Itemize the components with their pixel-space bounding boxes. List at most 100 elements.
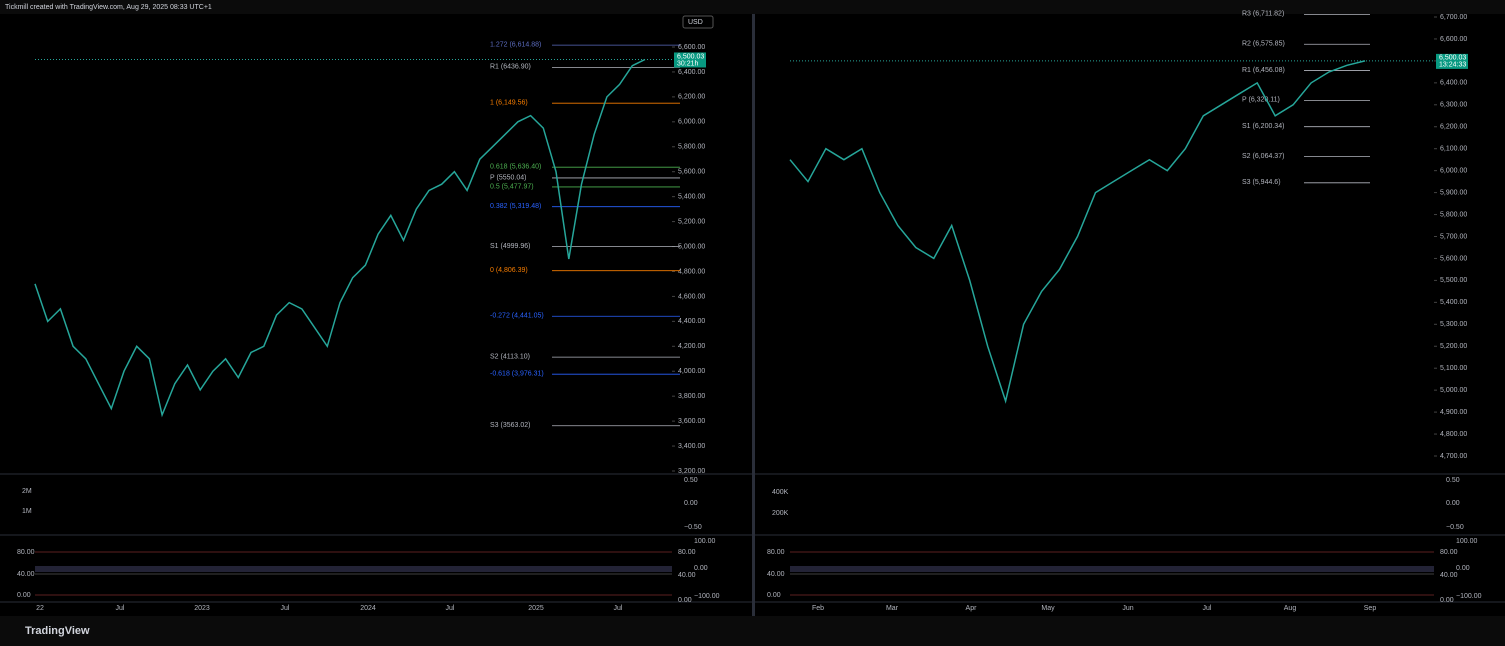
- osc-axis-label: 0.00: [1440, 597, 1454, 604]
- osc-band: [790, 566, 1434, 572]
- caption: Tickmill created with TradingView.com, A…: [5, 4, 212, 11]
- pivot-label: P (6,320.11): [1242, 97, 1280, 104]
- osc-label: 0.00: [17, 592, 31, 599]
- date-label: Feb: [812, 605, 824, 612]
- osc-axis-label: 100.00: [694, 538, 716, 545]
- pivot-label: -0.618 (3,976.31): [490, 371, 544, 378]
- osc-axis-label: 40.00: [1440, 572, 1458, 579]
- price-tick-label: 6,000.00: [1440, 167, 1467, 174]
- date-label: Sep: [1364, 605, 1377, 612]
- date-label: 22: [36, 605, 44, 612]
- date-label: Mar: [886, 605, 899, 612]
- pivot-label: 0 (4,806.39): [490, 267, 528, 274]
- price-tick-label: 5,300.00: [1440, 321, 1467, 328]
- pivot-label: 1 (6,149.56): [490, 100, 528, 107]
- price-tick-label: 6,700.00: [1440, 14, 1467, 21]
- date-label: Jul: [446, 605, 455, 612]
- countdown: 13:24:33: [1439, 62, 1466, 69]
- price-tick-label: 5,600.00: [678, 169, 705, 176]
- pivot-label: S1 (4999.96): [490, 243, 530, 250]
- panel-divider: [752, 14, 755, 616]
- osc-label: 80.00: [767, 549, 785, 556]
- price-tick-label: 5,000.00: [1440, 387, 1467, 394]
- price-tick-label: 6,600.00: [678, 44, 705, 51]
- volume-axis-label: 0.00: [684, 500, 698, 507]
- date-label: Aug: [1284, 605, 1297, 612]
- price-tick-label: 6,600.00: [1440, 36, 1467, 43]
- price-tick-label: 3,400.00: [678, 443, 705, 450]
- osc-label: 0.00: [767, 592, 781, 599]
- price-tick-label: 5,200.00: [1440, 343, 1467, 350]
- date-label: Jul: [116, 605, 125, 612]
- last-price-label: 6,500.03: [677, 53, 704, 60]
- pivot-label: S2 (6,064.37): [1242, 153, 1284, 160]
- currency: USD: [688, 19, 703, 26]
- last-price-tag: [674, 52, 706, 68]
- price-tick-label: 6,300.00: [1440, 102, 1467, 109]
- osc-axis-label: 0.00: [694, 565, 708, 572]
- price-tick-label: 6,400.00: [1440, 80, 1467, 87]
- volume-axis-label: 0.50: [1446, 477, 1460, 484]
- pivot-label: S1 (6,200.34): [1242, 123, 1284, 130]
- pivot-label: -0.272 (4,441.05): [490, 313, 544, 320]
- date-label: 2024: [360, 605, 376, 612]
- price-tick-label: 4,000.00: [678, 368, 705, 375]
- osc-axis-label: 0.00: [678, 597, 692, 604]
- price-tick-label: 5,000.00: [678, 243, 705, 250]
- osc-axis-label: −100.00: [1456, 593, 1482, 600]
- osc-axis-label: 80.00: [1440, 549, 1458, 556]
- price-tick-label: 4,200.00: [678, 343, 705, 350]
- pivot-label: S3 (5,944.6): [1242, 179, 1281, 186]
- date-label: 2023: [194, 605, 210, 612]
- volume-label: 200K: [772, 510, 789, 517]
- volume-label: 1M: [22, 508, 32, 515]
- date-label: Jun: [1122, 605, 1133, 612]
- price-tick-label: 5,400.00: [1440, 299, 1467, 306]
- price-tick-label: 4,800.00: [678, 268, 705, 275]
- date-label: Apr: [966, 605, 978, 612]
- pivot-label: 0.382 (5,319.48): [490, 203, 541, 210]
- osc-label: 40.00: [17, 571, 35, 578]
- countdown: 30:21h: [677, 60, 699, 67]
- osc-axis-label: 0.00: [1456, 565, 1470, 572]
- volume-axis-label: 0.50: [684, 477, 698, 484]
- pivot-label: 0.618 (5,636.40): [490, 164, 541, 171]
- pivot-label: R1 (6436.90): [490, 64, 531, 71]
- last-price-tag: [1436, 53, 1468, 69]
- price-tick-label: 6,100.00: [1440, 146, 1467, 153]
- pivot-label: S2 (4113.10): [490, 353, 530, 360]
- price-tick-label: 5,200.00: [678, 218, 705, 225]
- osc-label: 40.00: [767, 571, 785, 578]
- osc-label: 80.00: [17, 549, 35, 556]
- date-label: 2025: [528, 605, 544, 612]
- price-tick-label: 6,000.00: [678, 119, 705, 126]
- price-tick-label: 6,200.00: [1440, 124, 1467, 131]
- volume-axis-label: 0.00: [1446, 500, 1460, 507]
- price-line: [34, 58, 646, 418]
- osc-band: [35, 566, 672, 572]
- price-tick-label: 5,700.00: [1440, 233, 1467, 240]
- price-tick-label: 5,800.00: [1440, 211, 1467, 218]
- price-tick-label: 4,400.00: [678, 318, 705, 325]
- price-tick-label: 4,600.00: [678, 293, 705, 300]
- volume-label: 2M: [22, 488, 32, 495]
- price-tick-label: 6,200.00: [678, 94, 705, 101]
- pivot-label: 1.272 (6,614.88): [490, 41, 541, 48]
- price-tick-label: 3,800.00: [678, 393, 705, 400]
- price-tick-label: 5,600.00: [1440, 255, 1467, 262]
- price-tick-label: 4,700.00: [1440, 453, 1467, 460]
- volume-label: 400K: [772, 489, 789, 496]
- price-tick-label: 5,500.00: [1440, 277, 1467, 284]
- osc-axis-label: 40.00: [678, 572, 696, 579]
- pivot-label: R2 (6,575.85): [1242, 41, 1285, 48]
- volume-axis-label: −0.50: [684, 524, 702, 531]
- currency-button[interactable]: [682, 15, 714, 29]
- volume-axis-label: −0.50: [1446, 524, 1464, 531]
- osc-axis-label: 80.00: [678, 549, 696, 556]
- date-label: Jul: [281, 605, 290, 612]
- price-tick-label: 5,800.00: [678, 144, 705, 151]
- price-tick-label: 6,400.00: [678, 69, 705, 76]
- price-tick-label: 4,800.00: [1440, 431, 1467, 438]
- date-label: Jul: [1203, 605, 1212, 612]
